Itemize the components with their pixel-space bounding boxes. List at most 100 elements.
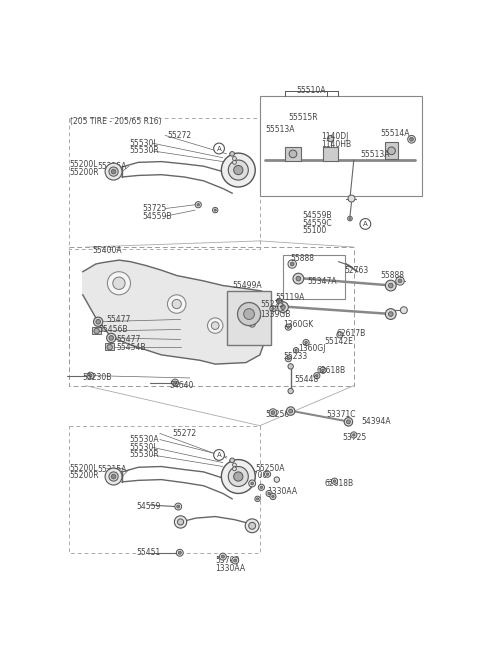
Circle shape — [408, 135, 415, 143]
Circle shape — [270, 494, 276, 500]
Circle shape — [176, 549, 183, 556]
Circle shape — [289, 409, 293, 413]
Circle shape — [288, 364, 293, 369]
Text: 55451: 55451 — [137, 548, 161, 557]
Bar — [260, 96, 421, 196]
Text: 55200R: 55200R — [69, 168, 98, 177]
Circle shape — [221, 153, 255, 187]
Text: 55499A: 55499A — [232, 281, 262, 290]
Circle shape — [175, 503, 182, 510]
Circle shape — [195, 202, 201, 208]
Circle shape — [348, 216, 352, 221]
Circle shape — [290, 262, 294, 266]
Circle shape — [254, 314, 261, 319]
Bar — [105, 343, 114, 350]
Circle shape — [109, 167, 118, 176]
Circle shape — [228, 467, 248, 486]
Text: 62617B: 62617B — [337, 329, 366, 338]
Circle shape — [396, 277, 404, 285]
Text: 55454B: 55454B — [117, 343, 146, 352]
Circle shape — [269, 409, 277, 416]
Circle shape — [289, 150, 297, 158]
Bar — [384, 143, 398, 159]
Text: 55530A: 55530A — [129, 435, 158, 444]
Text: 55200L: 55200L — [69, 463, 97, 473]
Circle shape — [214, 449, 225, 461]
Circle shape — [264, 471, 271, 477]
Circle shape — [277, 302, 288, 313]
Circle shape — [228, 160, 248, 180]
Text: 54559: 54559 — [137, 502, 161, 511]
Circle shape — [177, 505, 180, 508]
Circle shape — [385, 309, 396, 319]
Circle shape — [288, 388, 293, 394]
Text: (205 TIRE - 205/65 R16): (205 TIRE - 205/65 R16) — [71, 117, 162, 126]
Bar — [323, 147, 338, 161]
Text: 55448: 55448 — [295, 375, 319, 384]
Circle shape — [178, 551, 181, 554]
Circle shape — [314, 372, 320, 379]
Circle shape — [400, 307, 408, 314]
Text: 55272: 55272 — [173, 429, 197, 438]
Circle shape — [268, 492, 270, 495]
Text: A: A — [363, 221, 368, 227]
Circle shape — [232, 557, 239, 564]
Polygon shape — [83, 260, 269, 364]
Text: 1360GK: 1360GK — [283, 319, 313, 329]
Circle shape — [221, 459, 255, 494]
Text: 55456B: 55456B — [98, 325, 128, 334]
Text: 1330AA: 1330AA — [215, 564, 245, 573]
Text: 55200R: 55200R — [69, 471, 98, 480]
Circle shape — [274, 477, 279, 482]
Circle shape — [344, 418, 353, 426]
Circle shape — [258, 484, 264, 490]
Circle shape — [111, 170, 116, 174]
Text: 1140HB: 1140HB — [322, 140, 351, 149]
Text: 55142E: 55142E — [324, 337, 353, 345]
Circle shape — [113, 277, 125, 289]
Text: 52763: 52763 — [345, 266, 369, 275]
Text: 54559B: 54559B — [142, 212, 171, 220]
Text: 53700: 53700 — [215, 556, 240, 565]
Circle shape — [293, 348, 299, 353]
Circle shape — [276, 298, 282, 304]
Circle shape — [388, 312, 393, 316]
Text: 55513A: 55513A — [265, 125, 295, 134]
Text: 55530L: 55530L — [129, 139, 157, 148]
Bar — [69, 117, 260, 249]
Circle shape — [232, 467, 236, 471]
Circle shape — [353, 434, 355, 436]
Circle shape — [293, 273, 304, 284]
Text: 54559B: 54559B — [302, 211, 332, 220]
Text: 55530R: 55530R — [129, 451, 159, 459]
Circle shape — [256, 498, 259, 500]
Circle shape — [349, 218, 351, 220]
Circle shape — [232, 160, 236, 164]
Circle shape — [197, 203, 200, 206]
Circle shape — [108, 272, 131, 295]
Text: 55230B: 55230B — [82, 374, 111, 382]
Circle shape — [96, 319, 100, 324]
Circle shape — [168, 295, 186, 313]
Circle shape — [287, 358, 289, 360]
Circle shape — [174, 381, 177, 384]
Circle shape — [230, 458, 234, 463]
Text: 55347A: 55347A — [308, 277, 337, 286]
Circle shape — [285, 356, 291, 362]
Circle shape — [255, 496, 260, 502]
Circle shape — [303, 339, 309, 346]
Circle shape — [351, 432, 357, 438]
Circle shape — [245, 519, 259, 533]
Circle shape — [385, 280, 396, 291]
Circle shape — [214, 143, 225, 154]
Text: 1360GJ: 1360GJ — [299, 345, 326, 353]
Text: 54559C: 54559C — [302, 218, 332, 228]
Circle shape — [251, 482, 253, 485]
Circle shape — [287, 407, 295, 415]
Circle shape — [105, 468, 122, 485]
Circle shape — [337, 332, 343, 338]
Circle shape — [174, 516, 187, 528]
Text: 55888: 55888 — [381, 271, 405, 280]
Text: 55119A: 55119A — [275, 292, 305, 302]
Circle shape — [249, 321, 255, 327]
